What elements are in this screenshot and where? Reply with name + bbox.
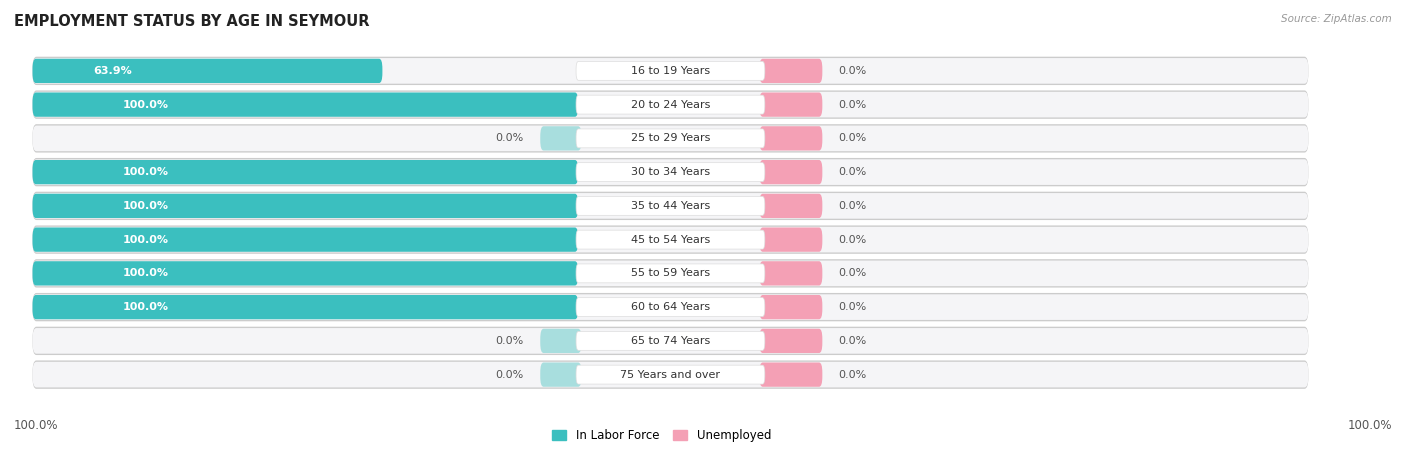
Text: 45 to 54 Years: 45 to 54 Years: [631, 234, 710, 245]
FancyBboxPatch shape: [32, 259, 1309, 288]
FancyBboxPatch shape: [32, 228, 578, 252]
FancyBboxPatch shape: [32, 57, 1309, 85]
FancyBboxPatch shape: [32, 261, 1309, 286]
Text: 100.0%: 100.0%: [122, 167, 169, 177]
Text: 100.0%: 100.0%: [122, 234, 169, 245]
Text: 55 to 59 Years: 55 to 59 Years: [631, 268, 710, 279]
Text: 0.0%: 0.0%: [496, 369, 524, 380]
Text: 0.0%: 0.0%: [838, 66, 868, 76]
FancyBboxPatch shape: [32, 160, 578, 184]
Text: 20 to 24 Years: 20 to 24 Years: [631, 99, 710, 110]
FancyBboxPatch shape: [576, 331, 765, 350]
FancyBboxPatch shape: [32, 328, 1309, 354]
FancyBboxPatch shape: [32, 58, 382, 83]
Text: 0.0%: 0.0%: [838, 99, 868, 110]
Text: 16 to 19 Years: 16 to 19 Years: [631, 66, 710, 76]
Text: 100.0%: 100.0%: [122, 201, 169, 211]
FancyBboxPatch shape: [759, 228, 823, 252]
FancyBboxPatch shape: [759, 363, 823, 387]
FancyBboxPatch shape: [32, 58, 1309, 84]
FancyBboxPatch shape: [759, 58, 823, 83]
FancyBboxPatch shape: [32, 360, 1309, 389]
FancyBboxPatch shape: [32, 90, 1309, 119]
FancyBboxPatch shape: [32, 225, 1309, 254]
FancyBboxPatch shape: [759, 295, 823, 319]
FancyBboxPatch shape: [576, 298, 765, 317]
FancyBboxPatch shape: [576, 264, 765, 283]
FancyBboxPatch shape: [32, 124, 1309, 153]
FancyBboxPatch shape: [759, 93, 823, 117]
Text: 0.0%: 0.0%: [838, 369, 868, 380]
FancyBboxPatch shape: [32, 194, 578, 218]
Text: 60 to 64 Years: 60 to 64 Years: [631, 302, 710, 312]
Text: 0.0%: 0.0%: [838, 133, 868, 144]
Text: 75 Years and over: 75 Years and over: [620, 369, 720, 380]
Text: 0.0%: 0.0%: [838, 302, 868, 312]
FancyBboxPatch shape: [759, 160, 823, 184]
FancyBboxPatch shape: [759, 126, 823, 150]
FancyBboxPatch shape: [576, 129, 765, 148]
FancyBboxPatch shape: [32, 192, 1309, 220]
Text: 30 to 34 Years: 30 to 34 Years: [631, 167, 710, 177]
FancyBboxPatch shape: [32, 327, 1309, 355]
Text: Source: ZipAtlas.com: Source: ZipAtlas.com: [1281, 14, 1392, 23]
FancyBboxPatch shape: [32, 159, 1309, 185]
FancyBboxPatch shape: [32, 294, 1309, 320]
Text: 0.0%: 0.0%: [496, 133, 524, 144]
Text: EMPLOYMENT STATUS BY AGE IN SEYMOUR: EMPLOYMENT STATUS BY AGE IN SEYMOUR: [14, 14, 370, 28]
Text: 0.0%: 0.0%: [496, 336, 524, 346]
Text: 35 to 44 Years: 35 to 44 Years: [631, 201, 710, 211]
FancyBboxPatch shape: [32, 93, 578, 117]
FancyBboxPatch shape: [32, 261, 578, 285]
Text: 0.0%: 0.0%: [838, 167, 868, 177]
Text: 100.0%: 100.0%: [122, 99, 169, 110]
Text: 63.9%: 63.9%: [93, 66, 132, 76]
FancyBboxPatch shape: [540, 126, 582, 150]
FancyBboxPatch shape: [759, 261, 823, 285]
FancyBboxPatch shape: [576, 163, 765, 182]
Text: 100.0%: 100.0%: [1347, 419, 1392, 432]
FancyBboxPatch shape: [576, 61, 765, 80]
Text: 25 to 29 Years: 25 to 29 Years: [631, 133, 710, 144]
FancyBboxPatch shape: [540, 328, 582, 353]
Text: 0.0%: 0.0%: [838, 336, 868, 346]
Text: 100.0%: 100.0%: [122, 302, 169, 312]
Text: 0.0%: 0.0%: [838, 201, 868, 211]
Text: 65 to 74 Years: 65 to 74 Years: [631, 336, 710, 346]
FancyBboxPatch shape: [32, 158, 1309, 186]
Text: 0.0%: 0.0%: [838, 234, 868, 245]
FancyBboxPatch shape: [32, 227, 1309, 252]
FancyBboxPatch shape: [32, 293, 1309, 321]
FancyBboxPatch shape: [759, 328, 823, 353]
FancyBboxPatch shape: [576, 230, 765, 249]
FancyBboxPatch shape: [32, 193, 1309, 219]
FancyBboxPatch shape: [32, 92, 1309, 117]
Text: 100.0%: 100.0%: [122, 268, 169, 279]
Text: 0.0%: 0.0%: [838, 268, 868, 279]
FancyBboxPatch shape: [759, 194, 823, 218]
FancyBboxPatch shape: [32, 295, 578, 319]
FancyBboxPatch shape: [32, 126, 1309, 151]
FancyBboxPatch shape: [540, 363, 582, 387]
FancyBboxPatch shape: [576, 365, 765, 384]
Legend: In Labor Force, Unemployed: In Labor Force, Unemployed: [547, 424, 776, 446]
FancyBboxPatch shape: [576, 196, 765, 216]
FancyBboxPatch shape: [576, 95, 765, 114]
Text: 100.0%: 100.0%: [14, 419, 59, 432]
FancyBboxPatch shape: [32, 362, 1309, 387]
